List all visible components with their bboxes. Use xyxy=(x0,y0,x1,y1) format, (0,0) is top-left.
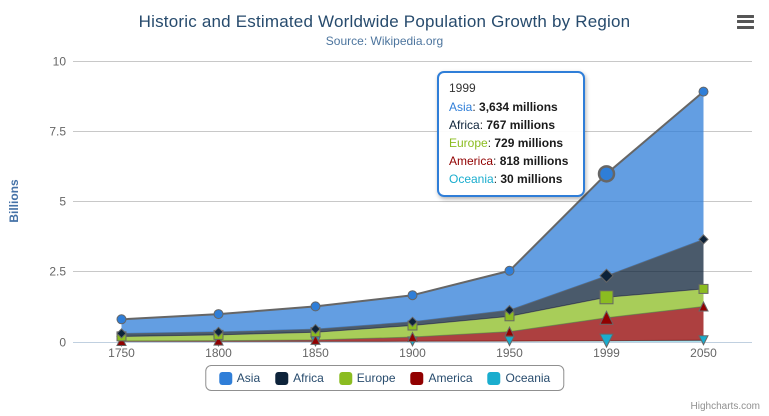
chart-title: Historic and Estimated Worldwide Populat… xyxy=(138,12,631,31)
marker-asia-1800[interactable] xyxy=(213,309,224,320)
chart-subtitle: Source: Wikipedia.org xyxy=(325,34,444,48)
marker-africa-1750[interactable] xyxy=(116,328,127,339)
legend-item-oceania[interactable]: Oceania xyxy=(487,371,551,385)
marker-america-1999[interactable] xyxy=(599,310,614,325)
y-axis-label: 7.5 xyxy=(49,125,66,139)
tooltip-series-name: Oceania xyxy=(449,172,494,186)
x-axis-label: 1800 xyxy=(205,346,232,360)
marker-america-2050[interactable] xyxy=(698,300,709,312)
tooltip: 1999 Asia: 3,634 millions Africa: 767 mil… xyxy=(437,71,585,197)
tooltip-series-name: Asia xyxy=(449,100,473,114)
y-axis-label: 5 xyxy=(59,195,66,209)
area-africa[interactable] xyxy=(121,239,704,337)
tooltip-series-name: Africa xyxy=(449,118,480,132)
marker-asia-1950[interactable] xyxy=(504,265,515,276)
context-menu-button[interactable] xyxy=(735,13,757,33)
tooltip-row-oceania: Oceania: 30 millions xyxy=(449,172,563,186)
legend-item-africa[interactable]: Africa xyxy=(275,371,324,385)
x-axis-label: 1750 xyxy=(108,346,135,360)
x-axis-label: 1850 xyxy=(302,346,329,360)
x-axis-label: 2050 xyxy=(690,346,717,360)
tooltip-header: 1999 xyxy=(449,81,476,95)
marker-africa-1800[interactable] xyxy=(213,326,224,338)
legend-swatch-icon xyxy=(218,371,232,385)
x-axis-label: 1900 xyxy=(399,346,426,360)
tooltip-series-name: America xyxy=(449,154,494,168)
tooltip-series-value: 767 millions xyxy=(486,118,556,132)
tooltip-row-africa: Africa: 767 millions xyxy=(449,118,556,132)
marker-africa-1999[interactable] xyxy=(599,268,614,283)
legend-swatch-icon xyxy=(487,371,501,385)
tooltip-rows: Asia: 3,634 millions Africa: 767 millions… xyxy=(449,98,573,188)
marker-europe-2050[interactable] xyxy=(698,283,709,294)
marker-america-1800[interactable] xyxy=(213,334,224,346)
marker-africa-1850[interactable] xyxy=(310,323,321,335)
credits-link[interactable]: Highcharts.com xyxy=(690,401,760,412)
area-asia[interactable] xyxy=(121,91,704,334)
marker-oceania-1999[interactable] xyxy=(599,333,614,349)
marker-oceania-1950[interactable] xyxy=(504,336,515,347)
legend-item-asia[interactable]: Asia xyxy=(218,371,261,385)
legend-label: Asia xyxy=(236,371,261,385)
tooltip-row-america: America: 818 millions xyxy=(449,154,569,168)
x-axis-label: 1999 xyxy=(593,346,620,360)
tooltip-series-value: 818 millions xyxy=(499,154,569,168)
marker-america-1950[interactable] xyxy=(504,326,515,337)
area-america[interactable] xyxy=(121,306,704,342)
marker-europe-1999[interactable] xyxy=(599,290,614,305)
legend-label: Oceania xyxy=(505,371,551,385)
y-axis-label: 10 xyxy=(53,55,67,69)
legend-item-america[interactable]: America xyxy=(410,371,473,385)
marker-asia-1750[interactable] xyxy=(116,314,127,325)
marker-oceania-2050[interactable] xyxy=(698,335,709,346)
marker-asia-1999[interactable] xyxy=(597,165,616,183)
hamburger-icon xyxy=(737,20,754,24)
tooltip-series-value: 30 millions xyxy=(500,172,563,186)
marker-africa-1950[interactable] xyxy=(504,304,515,316)
marker-asia-1850[interactable] xyxy=(310,301,321,312)
legend-swatch-icon xyxy=(275,371,289,385)
tooltip-row-asia: Asia: 3,634 millions xyxy=(449,100,558,114)
marker-asia-1900[interactable] xyxy=(407,290,418,301)
y-axis-label: 0 xyxy=(59,336,66,350)
legend-swatch-icon xyxy=(338,371,352,385)
marker-america-1850[interactable] xyxy=(310,334,321,345)
x-axis-label: 1950 xyxy=(496,346,523,360)
legend: Asia Africa Europe America Oceania xyxy=(204,365,565,391)
tooltip-series-value: 729 millions xyxy=(494,136,564,150)
tooltip-row-europe: Europe: 729 millions xyxy=(449,136,564,150)
legend-label: Europe xyxy=(356,371,396,385)
legend-label: America xyxy=(428,371,473,385)
y-axis-label: 2.5 xyxy=(49,265,66,279)
legend-swatch-icon xyxy=(410,371,424,385)
marker-america-1900[interactable] xyxy=(407,331,418,342)
tooltip-series-name: Europe xyxy=(449,136,488,150)
tooltip-series-value: 3,634 millions xyxy=(479,100,558,114)
hamburger-icon xyxy=(737,14,754,18)
marker-asia-2050[interactable] xyxy=(698,86,709,97)
legend-item-europe[interactable]: Europe xyxy=(338,371,396,385)
hamburger-icon xyxy=(737,25,754,29)
legend-label: Africa xyxy=(293,371,324,385)
marker-africa-1900[interactable] xyxy=(407,316,418,327)
marker-africa-2050[interactable] xyxy=(698,234,709,245)
